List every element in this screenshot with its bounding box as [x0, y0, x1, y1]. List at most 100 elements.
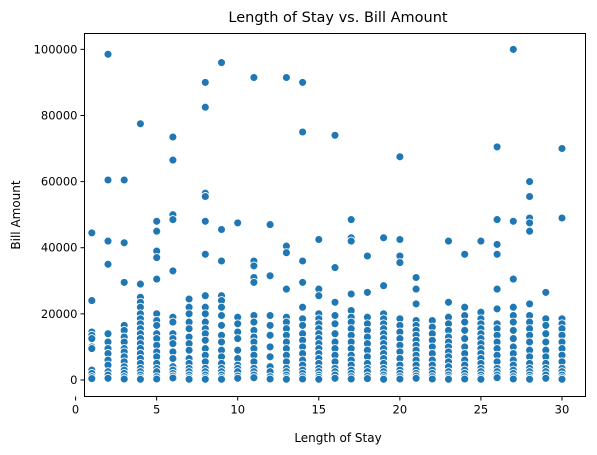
- data-point: [200, 192, 210, 201]
- x-tick-label: 30: [555, 403, 570, 417]
- data-point: [330, 319, 340, 329]
- data-point: [152, 253, 162, 263]
- data-point: [233, 218, 243, 228]
- data-point: [525, 226, 535, 236]
- data-point: [281, 374, 291, 384]
- data-point: [525, 192, 535, 201]
- data-point: [168, 132, 178, 142]
- data-point: [492, 249, 502, 259]
- data-point: [492, 304, 502, 314]
- data-point: [249, 261, 259, 271]
- data-point: [298, 374, 308, 384]
- data-point: [265, 342, 275, 352]
- data-point: [103, 236, 113, 246]
- data-point: [460, 374, 470, 384]
- x-axis-label: Length of Stay: [294, 431, 381, 445]
- data-point: [152, 274, 162, 284]
- data-point: [460, 334, 470, 344]
- data-point: [314, 374, 324, 384]
- data-point: [508, 216, 518, 226]
- data-point: [152, 216, 162, 226]
- x-tick-label: 0: [72, 403, 79, 417]
- data-point: [508, 317, 518, 327]
- data-point: [298, 256, 308, 266]
- data-point: [249, 373, 259, 383]
- data-point: [492, 239, 502, 249]
- data-point: [395, 235, 405, 244]
- data-point: [411, 373, 421, 383]
- data-point: [330, 329, 340, 339]
- data-point: [379, 374, 389, 384]
- data-point: [298, 77, 308, 87]
- data-point: [265, 374, 275, 384]
- data-point: [265, 330, 275, 340]
- data-point: [362, 251, 372, 261]
- data-point: [217, 320, 226, 330]
- data-point: [298, 302, 308, 312]
- data-point: [119, 175, 129, 185]
- data-point: [168, 155, 178, 165]
- data-point: [249, 317, 259, 327]
- data-point: [395, 152, 405, 162]
- data-point: [541, 287, 551, 297]
- data-point: [444, 374, 453, 384]
- data-point: [200, 216, 210, 226]
- data-point: [87, 228, 97, 238]
- data-point: [541, 329, 551, 339]
- data-point: [103, 49, 113, 59]
- data-point: [557, 213, 567, 223]
- x-tick-label: 15: [311, 403, 326, 417]
- data-point: [265, 311, 275, 320]
- data-point: [152, 226, 162, 236]
- data-point: [330, 263, 340, 273]
- data-point: [395, 258, 405, 268]
- data-point: [314, 235, 324, 244]
- data-point: [362, 374, 372, 384]
- data-point: [168, 317, 178, 327]
- data-point: [492, 142, 502, 152]
- data-point: [103, 329, 113, 339]
- data-point: [346, 374, 356, 384]
- data-point: [184, 309, 194, 319]
- data-point: [217, 58, 226, 68]
- y-axis-ticks: 0 20000 40000 60000 80000 100000: [34, 42, 85, 387]
- data-point: [168, 373, 178, 383]
- data-point: [476, 374, 486, 384]
- chart-title: Length of Stay vs. Bill Amount: [228, 10, 447, 26]
- data-point: [525, 299, 535, 309]
- y-tick-label: 100000: [34, 42, 78, 56]
- data-point: [184, 374, 194, 384]
- x-tick-label: 5: [153, 403, 160, 417]
- x-tick-label: 10: [230, 403, 245, 417]
- data-point: [119, 277, 129, 287]
- data-point: [525, 177, 535, 187]
- x-tick-label: 25: [474, 403, 489, 417]
- y-tick-label: 20000: [41, 307, 78, 321]
- data-point: [200, 335, 210, 345]
- data-point: [395, 374, 405, 384]
- data-point: [460, 317, 470, 327]
- data-point: [200, 102, 210, 112]
- data-point: [346, 236, 356, 246]
- data-point: [168, 266, 178, 276]
- data-point: [233, 373, 243, 383]
- x-axis-ticks: 0 5 10 15 20 25 30: [72, 396, 570, 417]
- data-point: [233, 319, 243, 329]
- data-point: [525, 337, 535, 347]
- data-point: [233, 345, 243, 355]
- data-point: [541, 337, 551, 347]
- data-point: [249, 277, 259, 287]
- data-point: [200, 374, 210, 384]
- data-point: [508, 334, 518, 344]
- data-point: [87, 344, 97, 354]
- y-tick-label: 80000: [41, 108, 78, 122]
- data-point: [541, 373, 551, 383]
- data-point: [87, 374, 97, 384]
- data-point: [379, 233, 389, 243]
- data-point: [265, 271, 275, 281]
- data-point: [314, 291, 324, 301]
- data-point: [184, 345, 194, 355]
- data-point: [346, 289, 356, 299]
- data-point: [281, 73, 291, 82]
- data-point: [135, 374, 145, 384]
